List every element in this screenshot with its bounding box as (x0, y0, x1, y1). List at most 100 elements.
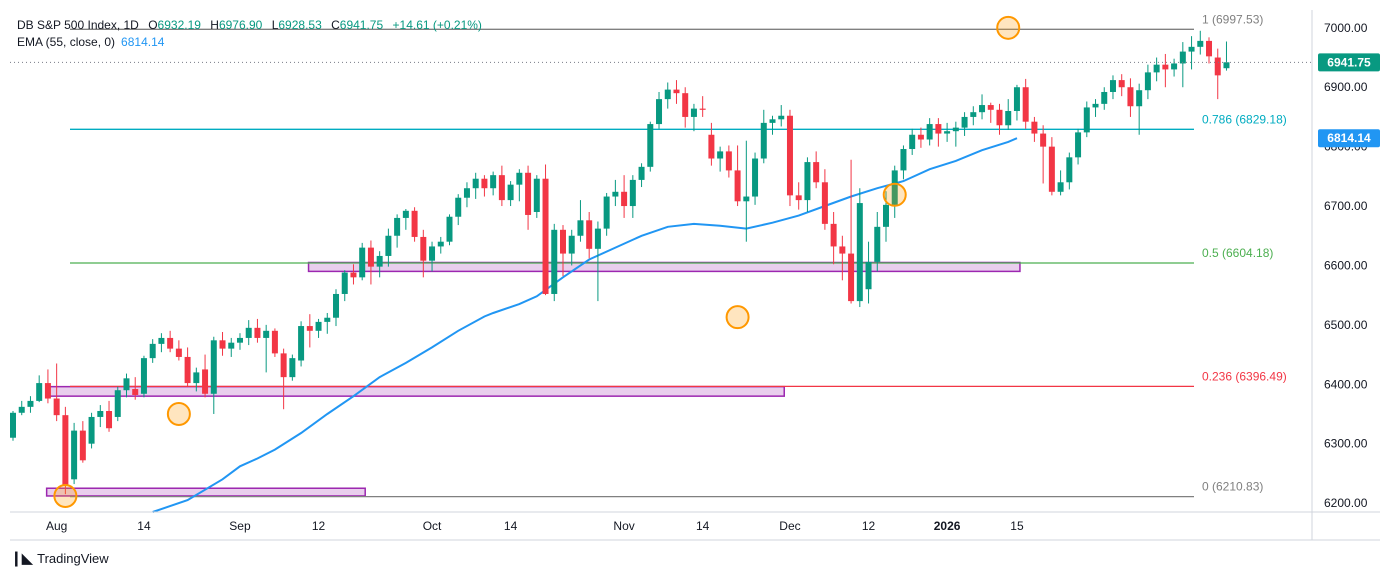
candle (734, 145, 741, 207)
candle-body (734, 170, 741, 202)
candle (935, 118, 942, 147)
ema-line (152, 137, 1018, 513)
candle-body (10, 412, 16, 438)
candle-body (944, 131, 951, 134)
candle-body (481, 178, 488, 189)
last-price-label-bg (1318, 53, 1380, 72)
candle-body (27, 400, 34, 407)
candle (1066, 152, 1073, 190)
candle (848, 159, 855, 304)
candle-body (411, 210, 418, 237)
candle (551, 223, 558, 302)
candlesticks (10, 30, 1230, 495)
candle (559, 225, 566, 277)
candle-body (420, 236, 427, 261)
candle (446, 214, 453, 246)
candle-body (961, 116, 968, 128)
candle (1223, 41, 1230, 71)
highlight-circle (166, 401, 191, 426)
candle-body (795, 195, 802, 201)
candle-body (883, 204, 889, 227)
symbol-title[interactable]: DB S&P 500 Index, 1D (17, 18, 139, 32)
candle-body (778, 115, 785, 120)
fib-level-label: 0.236 (6396.49) (1202, 369, 1287, 383)
candle-body (341, 272, 348, 294)
candle-body (132, 389, 139, 395)
ema-label[interactable]: EMA (55, close, 0) (17, 35, 116, 49)
candle-body (586, 220, 593, 249)
candle-body (97, 411, 104, 417)
candle-body (280, 353, 287, 378)
candle (952, 121, 959, 147)
candle (455, 194, 462, 226)
candle (612, 179, 619, 207)
candle (298, 321, 305, 367)
candle (856, 188, 863, 308)
candle-body (263, 330, 270, 338)
candle-body (525, 172, 532, 215)
candle (621, 175, 628, 218)
x-tick-label: 12 (862, 519, 876, 533)
fib-level-label: 0.786 (6829.18) (1202, 112, 1287, 126)
x-tick-label: 14 (137, 519, 151, 533)
fib-level-label: 0.5 (6604.18) (1202, 246, 1273, 260)
candle (402, 209, 409, 230)
tradingview-logo-text: TradingView (37, 550, 109, 566)
candle (420, 229, 427, 278)
candle-body (298, 326, 305, 361)
candle-body (856, 203, 863, 302)
tradingview-logo-icon: ❙◣ (10, 550, 33, 567)
candle (490, 171, 497, 196)
candle (306, 314, 313, 348)
candle (586, 211, 593, 259)
candle-body (1101, 91, 1108, 104)
candle-body (926, 124, 933, 140)
candle-body (1144, 72, 1151, 91)
support-zone (45, 385, 785, 397)
candle (516, 169, 523, 202)
candle (743, 140, 750, 242)
candle (725, 145, 732, 178)
candle-body (1162, 64, 1169, 70)
close-value: 6941.75 (339, 18, 384, 32)
open-value: 6932.19 (157, 18, 201, 32)
candle (1136, 83, 1143, 135)
candle-body (1066, 157, 1073, 183)
candle-body (306, 326, 313, 331)
candle (333, 289, 340, 327)
candle (44, 369, 51, 404)
x-tick-label: Dec (779, 519, 800, 533)
candle (1022, 78, 1029, 129)
candle-body (1083, 107, 1090, 133)
candle-body (830, 223, 837, 247)
candle (656, 91, 663, 129)
candle-body (114, 390, 121, 417)
candle (140, 355, 147, 398)
candle (254, 318, 261, 343)
candle (813, 151, 820, 189)
candle (839, 235, 846, 281)
candle (533, 175, 540, 218)
candle (385, 228, 392, 267)
ohlc-row: DB S&P 500 Index, 1D O6932.19 H6976.90 L… (17, 17, 482, 34)
candle-body (455, 197, 462, 217)
candle (629, 175, 636, 218)
candle (778, 105, 785, 127)
candle-body (664, 89, 671, 100)
candle-body (402, 210, 409, 218)
candle-body (1118, 80, 1125, 88)
ema-price-label: 6814.14 (1327, 131, 1371, 145)
candle-body (760, 122, 767, 159)
candle (1048, 137, 1055, 196)
candle-body (245, 327, 252, 338)
tradingview-logo[interactable]: ❙◣ TradingView (10, 549, 109, 567)
y-tick-label: 6600.00 (1324, 258, 1368, 272)
candle (1144, 64, 1151, 100)
candle-body (1048, 146, 1055, 192)
candle-body (463, 188, 470, 198)
candle-body (106, 411, 113, 429)
x-tick-label: 14 (696, 519, 710, 533)
candle-body (690, 108, 697, 117)
candle (359, 242, 366, 281)
